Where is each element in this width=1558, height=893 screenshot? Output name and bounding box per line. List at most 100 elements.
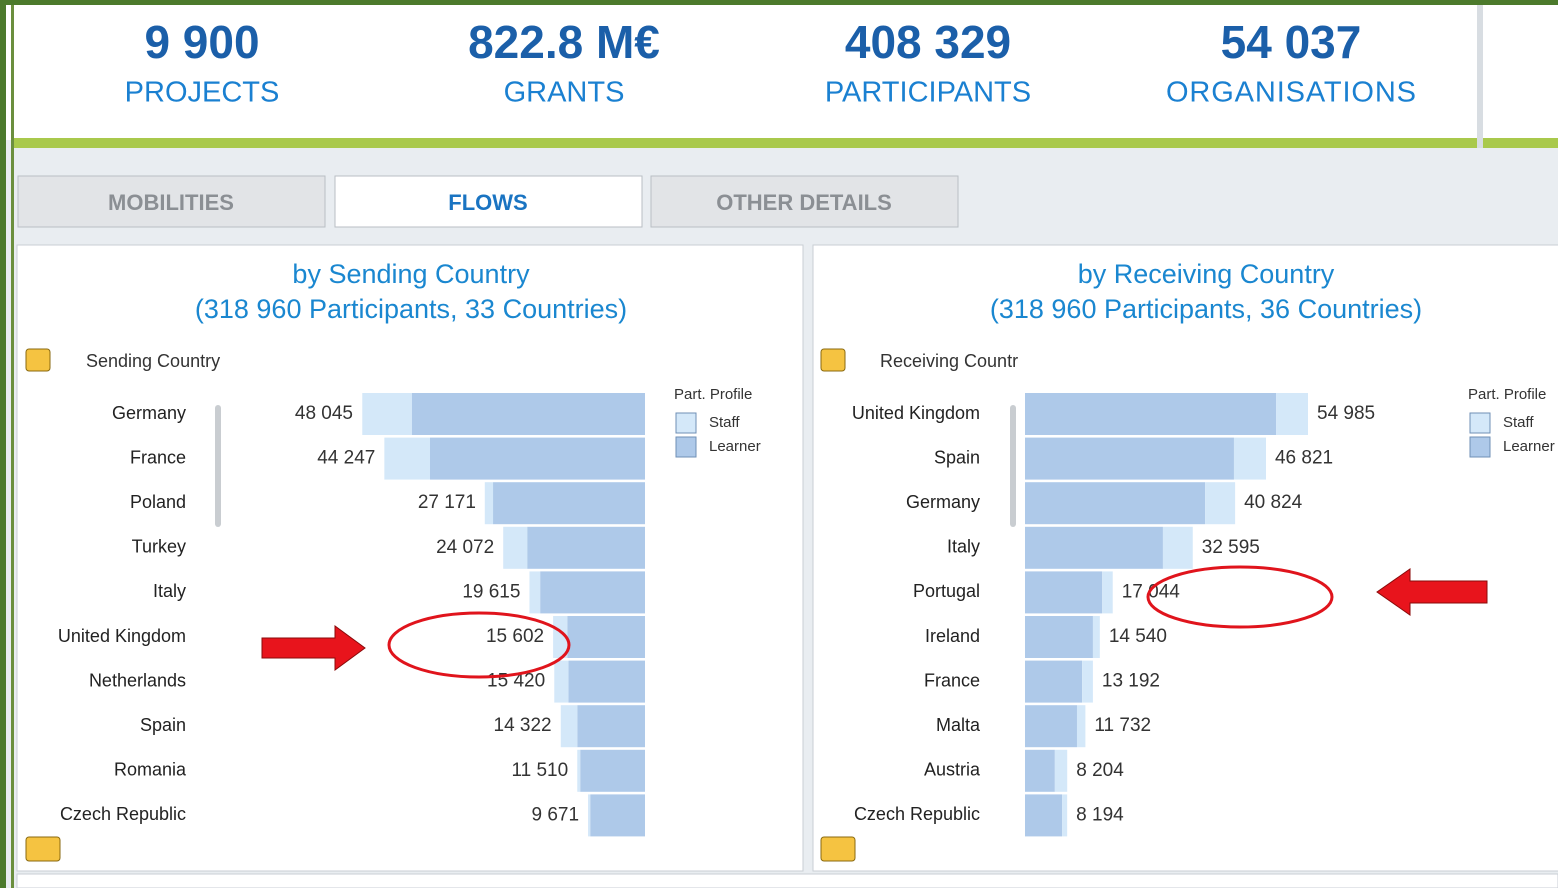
bar-segment xyxy=(1233,437,1266,480)
kpi-value: 822.8 M€ xyxy=(468,16,660,68)
total-label: 14 540 xyxy=(1109,626,1167,647)
legend-label: Staff xyxy=(709,414,740,431)
bar-segment xyxy=(1076,705,1086,748)
bar-segment xyxy=(1102,571,1113,614)
frame-inner xyxy=(11,5,14,888)
bar-segment xyxy=(560,705,578,748)
total-label: 11 732 xyxy=(1094,715,1151,736)
dimension-label: Sending Country xyxy=(86,351,220,371)
category-label: Spain xyxy=(934,447,980,467)
category-label: France xyxy=(924,670,980,690)
category-label: Spain xyxy=(140,715,186,735)
category-label: Germany xyxy=(112,403,186,423)
kpi-label: PROJECTS xyxy=(125,77,280,109)
category-label: France xyxy=(130,447,186,467)
total-label: 44 247 xyxy=(317,448,375,469)
highlight-ellipse xyxy=(1146,565,1334,629)
category-label: Portugal xyxy=(913,581,980,601)
total-label: 13 192 xyxy=(1102,671,1160,692)
category-label: Ireland xyxy=(925,626,980,646)
panel-left xyxy=(16,244,804,872)
total-label: 19 615 xyxy=(462,581,520,602)
total-label: 8 204 xyxy=(1076,760,1124,781)
bar-segment xyxy=(411,393,645,435)
total-label: 54 985 xyxy=(1317,403,1375,424)
chart-subtitle: (318 960 Participants, 36 Countries) xyxy=(990,294,1422,324)
bar-segment xyxy=(1025,616,1093,658)
bar-segment xyxy=(1082,660,1093,703)
bar-segment xyxy=(1025,526,1163,569)
kpi-label: ORGANISATIONS xyxy=(1166,77,1416,109)
bar-segment xyxy=(1025,482,1206,525)
category-label: United Kingdom xyxy=(58,626,186,646)
bar-segment xyxy=(580,749,645,792)
content: 9 900 PROJECTS 822.8 M€ GRANTS 408 329 PARTIC… xyxy=(17,16,1555,862)
legend-swatch xyxy=(675,436,697,458)
arrow xyxy=(261,625,366,671)
legend-label: Staff xyxy=(1503,414,1534,431)
frame-top xyxy=(0,0,1558,5)
tab-label[interactable]: FLOWS xyxy=(448,190,527,215)
bar-segment xyxy=(527,526,645,569)
icon xyxy=(820,836,856,862)
bar-segment xyxy=(588,794,591,837)
dimension-label: Receiving Countr xyxy=(880,351,1018,371)
kpi-value: 408 329 xyxy=(845,16,1011,68)
icon xyxy=(25,348,51,372)
bar-segment xyxy=(493,482,645,525)
frame-left xyxy=(0,0,6,888)
bar-segment xyxy=(568,660,645,703)
tab-label[interactable]: MOBILITIES xyxy=(108,190,234,215)
legend-swatch xyxy=(675,412,697,434)
bar-segment xyxy=(577,749,581,792)
total-label: 24 072 xyxy=(436,537,494,558)
legend-title: Part. Profile xyxy=(674,386,752,403)
bar-segment xyxy=(1025,749,1055,792)
chart-title: by Receiving Country xyxy=(1078,259,1335,289)
category-label: Czech Republic xyxy=(60,804,186,824)
icon xyxy=(820,348,846,372)
bar-segment xyxy=(362,393,412,435)
tab[interactable] xyxy=(650,175,959,228)
category-label: Romania xyxy=(114,760,187,780)
tab[interactable] xyxy=(334,175,643,228)
total-label: 27 171 xyxy=(418,492,476,513)
total-label: 17 044 xyxy=(1122,581,1181,602)
bar-segment xyxy=(384,437,431,480)
category-label: Turkey xyxy=(132,537,186,557)
total-label: 40 824 xyxy=(1244,492,1303,513)
bar-segment xyxy=(567,616,645,658)
category-label: Germany xyxy=(906,492,980,512)
bar-segment xyxy=(554,660,569,703)
bar-segment xyxy=(1092,616,1100,658)
bar-segment xyxy=(553,616,568,658)
bar-segment xyxy=(590,794,645,837)
tab[interactable] xyxy=(17,175,326,228)
category-label: Italy xyxy=(947,537,980,557)
bar-segment xyxy=(1025,571,1103,614)
tab-label[interactable]: OTHER DETAILS xyxy=(716,190,892,215)
chart-title: by Sending Country xyxy=(292,259,530,289)
bar-segment xyxy=(529,571,541,614)
kpi-value: 9 900 xyxy=(144,16,259,68)
bar-segment xyxy=(484,482,494,525)
category-label: Austria xyxy=(924,760,981,780)
kpi-label: GRANTS xyxy=(504,77,625,109)
bar-segment xyxy=(503,526,528,569)
bar-segment xyxy=(1276,393,1308,435)
chart-subtitle: (318 960 Participants, 33 Countries) xyxy=(195,294,627,324)
category-label: Italy xyxy=(153,581,186,601)
scrollbar xyxy=(215,405,221,527)
kpi-separator xyxy=(1477,0,1483,148)
bar-segment xyxy=(1054,749,1068,792)
legend-swatch xyxy=(1469,436,1491,458)
legend-swatch xyxy=(1469,412,1491,434)
arrow xyxy=(1376,568,1488,616)
bar-segment xyxy=(1025,393,1277,435)
legend-label: Learner xyxy=(1503,438,1555,455)
kpi-value: 54 037 xyxy=(1221,16,1362,68)
icon xyxy=(25,836,61,862)
bar-segment xyxy=(1025,705,1077,748)
bar-segment xyxy=(1025,794,1063,837)
bar-segment xyxy=(1025,437,1234,480)
